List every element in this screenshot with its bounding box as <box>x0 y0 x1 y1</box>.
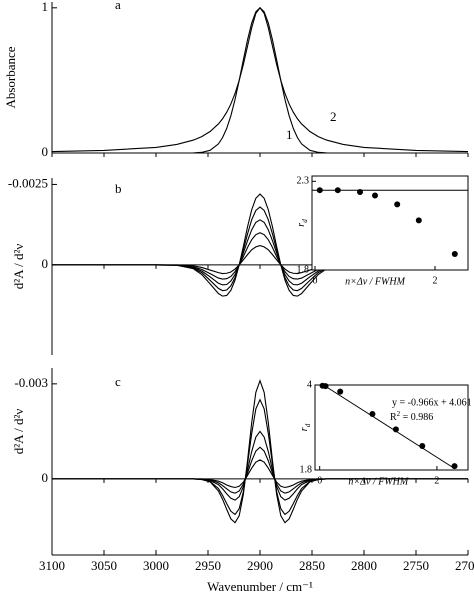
x-tick-label: 2900 <box>247 558 273 573</box>
x-tick-label: 3100 <box>39 558 65 573</box>
y-tick-label: 0 <box>42 256 49 271</box>
panel-label: a <box>115 0 121 12</box>
spectrum-line <box>52 232 468 280</box>
x-tick-label: 2700 <box>455 558 474 573</box>
data-point <box>337 388 344 395</box>
x-tick-label: 2850 <box>299 558 325 573</box>
spectrum-line <box>51 6 469 153</box>
x-axis-label: n×Δν / FWHM <box>348 476 408 487</box>
y-axis-label-sub: d <box>304 423 312 427</box>
y-axis-label-main: r <box>299 427 310 431</box>
x-axis-label: n×Δν / FWHM <box>345 276 405 287</box>
y-axis-label: d²A / d²ν <box>11 409 26 455</box>
r-squared-part: R <box>390 412 397 423</box>
data-point <box>316 187 323 194</box>
x-tick-label: 2800 <box>351 558 377 573</box>
x-tick-label: 2750 <box>403 558 429 573</box>
spectrum-line <box>52 206 468 292</box>
data-point <box>369 410 376 417</box>
x-tick-label: 2 <box>433 275 438 286</box>
inset-frame <box>314 384 469 471</box>
y-tick-label: -0.0025 <box>8 175 48 190</box>
x-tick-label: 0 <box>313 275 318 286</box>
x-axis-label: Wavenumber / cm⁻¹ <box>207 579 313 594</box>
data-point <box>451 463 458 470</box>
panel-label: c <box>115 374 121 389</box>
y-axis-label: rd <box>299 423 311 431</box>
x-tick-label: 2 <box>434 475 439 486</box>
y-tick-label: 2.3 <box>297 176 310 187</box>
data-point <box>372 192 378 199</box>
spectrum-line <box>52 398 468 516</box>
data-point <box>415 217 422 224</box>
y-tick-label: 0 <box>42 144 49 159</box>
spectrum-line <box>52 193 468 297</box>
y-axis-label-main: r <box>296 223 307 227</box>
y-axis-label-sub: d <box>301 219 309 223</box>
data-point <box>394 201 401 208</box>
data-point <box>322 383 329 390</box>
spectrum-line <box>52 219 468 286</box>
data-point <box>451 251 458 258</box>
spectrum-line <box>52 459 468 489</box>
y-axis-label: d²A / d²ν <box>11 244 26 290</box>
data-point <box>392 426 399 433</box>
y-tick-label: -0.003 <box>14 375 48 390</box>
panel-label: b <box>115 181 122 196</box>
r-squared-part: 2 <box>397 410 401 418</box>
fit-line <box>322 384 455 469</box>
y-tick-label: 4 <box>307 379 312 390</box>
data-point <box>419 443 426 450</box>
fit-equation: y = -0.966x + 4.061 <box>392 397 472 408</box>
x-tick-label: 2950 <box>195 558 221 573</box>
y-axis-label: Absorbance <box>3 46 18 108</box>
spectrum-line <box>52 7 468 154</box>
x-tick-label: 3000 <box>143 558 169 573</box>
r-squared: R2 = 0.986 <box>390 410 433 424</box>
r-squared-part: = 0.986 <box>400 412 433 423</box>
data-point <box>357 188 363 195</box>
y-tick-label: 1.8 <box>300 464 313 475</box>
curve-label: 1 <box>286 127 293 142</box>
y-tick-label: 1.8 <box>297 264 310 275</box>
x-tick-label: 0 <box>317 475 322 486</box>
y-tick-label: 0 <box>42 470 49 485</box>
y-axis-label: rd <box>296 219 308 227</box>
data-point <box>334 187 341 194</box>
y-tick-label: 1 <box>42 0 49 14</box>
curve-label: 2 <box>330 109 337 124</box>
x-tick-label: 3050 <box>91 558 117 573</box>
